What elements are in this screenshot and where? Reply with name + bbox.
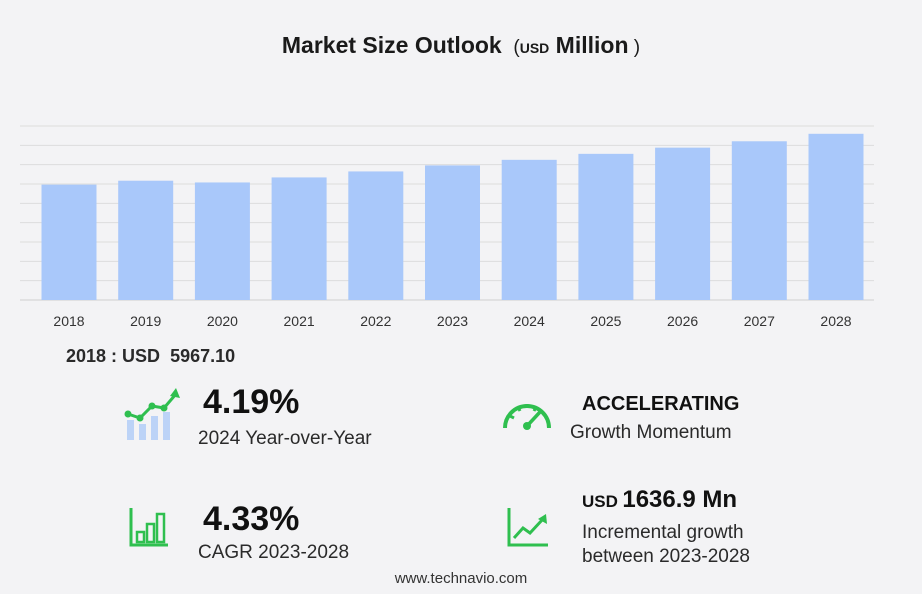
- bar-2021: [271, 177, 327, 300]
- speedometer-icon: [503, 404, 551, 430]
- x-tick-label: 2028: [820, 313, 851, 329]
- x-tick-label: 2020: [207, 313, 238, 329]
- incremental-label-1: Incremental growth: [582, 522, 744, 543]
- x-tick-label: 2022: [360, 313, 391, 329]
- bar-chart-icon: [129, 508, 168, 547]
- x-tick-label: 2019: [130, 313, 161, 329]
- bar-2020: [194, 182, 250, 300]
- x-tick-labels: 2018 2019 2020 2021 2022 2023 2024 2025 2026 2027…: [53, 313, 851, 329]
- x-tick-label: 2023: [437, 313, 468, 329]
- bar-2027: [731, 141, 787, 300]
- unit-prefix: USD: [519, 40, 550, 56]
- yoy-label: 2024 Year-over-Year: [198, 428, 372, 449]
- unit-open-paren: (: [508, 37, 520, 58]
- cagr-value: 4.33%: [203, 500, 300, 538]
- growth-chart-icon: [124, 388, 180, 440]
- momentum-label: Growth Momentum: [570, 422, 732, 443]
- x-tick-label: 2026: [667, 313, 698, 329]
- bar-2028: [808, 133, 864, 300]
- incremental-number: 1636.9 Mn: [622, 486, 738, 513]
- incremental-label-2: between 2023-2028: [582, 546, 750, 567]
- bar-2025: [578, 153, 634, 300]
- unit-suffix: Million: [555, 32, 629, 58]
- bars: [41, 133, 864, 300]
- unit-close-paren: ): [628, 37, 641, 58]
- incremental-value: USD 1636.9 Mn: [582, 486, 737, 514]
- bar-2019: [118, 180, 174, 300]
- bar-2018: [41, 184, 97, 300]
- bar-chart: 2018 2019 2020 2021 2022 2023 2024 2025 2026 2027…: [20, 125, 874, 329]
- x-tick-label: 2021: [284, 313, 315, 329]
- base-year-number: 5967.10: [170, 346, 236, 366]
- bar-2026: [655, 147, 711, 300]
- chart-title-text: Market Size Outlook: [281, 32, 502, 58]
- bar-2023: [425, 165, 480, 300]
- x-tick-label: 2018: [53, 313, 84, 329]
- bar-2022: [348, 171, 404, 300]
- x-tick-label: 2024: [514, 313, 545, 329]
- base-year-value: 2018 : USD 5967.10: [66, 346, 235, 367]
- chart-title: Market Size Outlook (USD Million ): [0, 32, 922, 59]
- x-tick-label: 2027: [744, 313, 775, 329]
- bar-2024: [501, 159, 557, 300]
- footer-url: www.technavio.com: [394, 570, 528, 587]
- base-year-label: 2018 : USD: [66, 346, 161, 366]
- x-tick-label: 2025: [590, 313, 621, 329]
- incremental-currency: USD: [582, 492, 618, 511]
- momentum-value: ACCELERATING: [582, 393, 740, 415]
- trend-line-icon: [507, 508, 548, 547]
- yoy-value: 4.19%: [203, 383, 300, 421]
- cagr-label: CAGR 2023-2028: [198, 542, 350, 563]
